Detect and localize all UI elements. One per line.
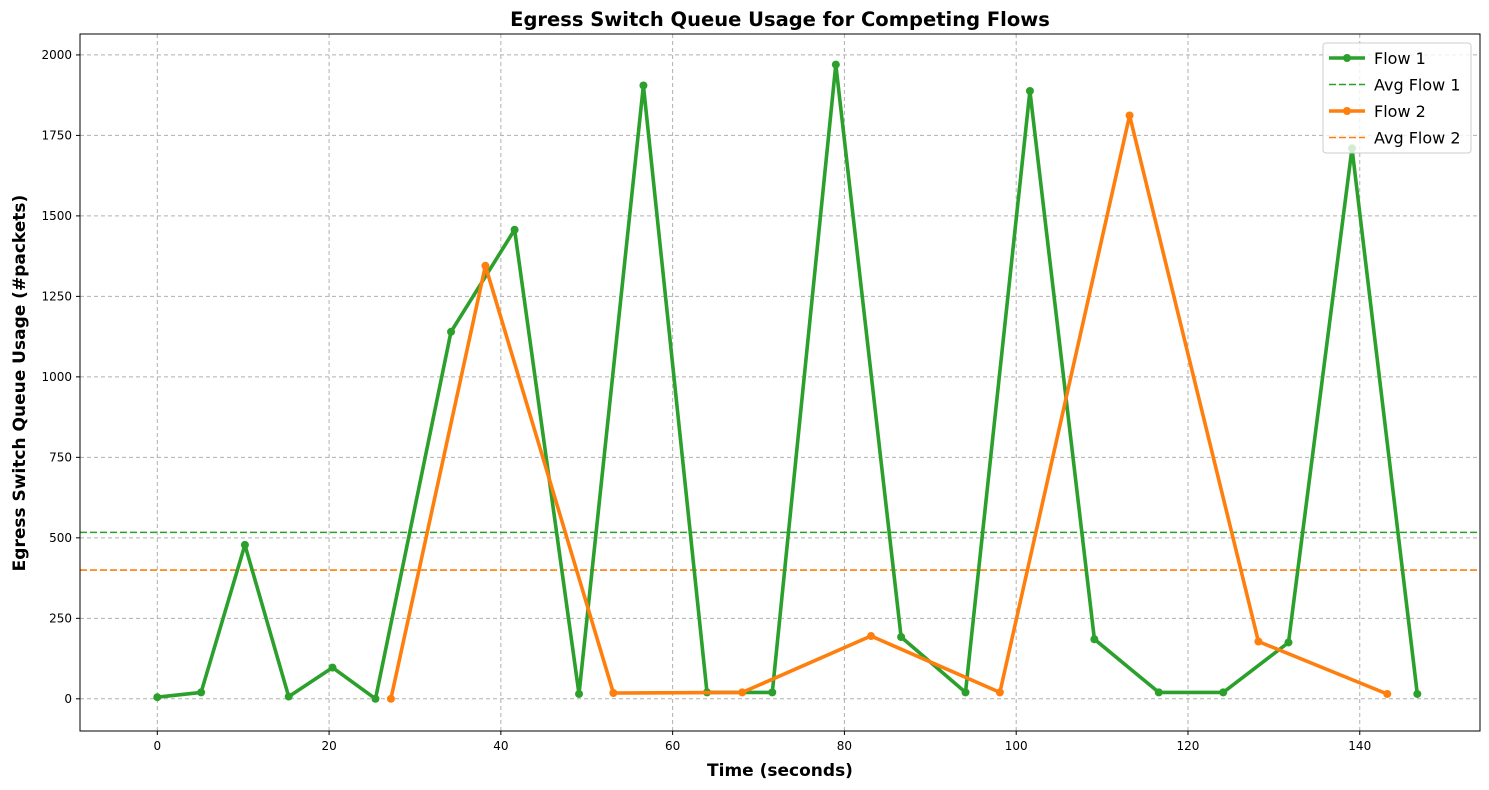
data-point: [831, 60, 840, 69]
data-point: [1025, 86, 1034, 95]
data-point: [768, 688, 777, 697]
legend: Flow 1 Avg Flow 1 Flow 2 Avg Flow 2: [1322, 42, 1472, 154]
legend-label: Flow 2: [1374, 102, 1426, 121]
average-lines: [80, 531, 1480, 571]
plot-frame: [79, 33, 1481, 732]
legend-entry: Avg Flow 2: [1329, 129, 1461, 148]
data-point: [386, 694, 395, 703]
legend-box: [1322, 42, 1472, 154]
legend-marker: [1343, 107, 1351, 115]
y-tick-label: 1250: [41, 289, 72, 303]
data-point: [867, 632, 876, 641]
y-tick-label: 1500: [41, 209, 72, 223]
legend-entry: Avg Flow 1: [1329, 76, 1461, 95]
legend-label: Avg Flow 2: [1374, 129, 1461, 148]
data-point: [1254, 637, 1263, 646]
data-point: [371, 694, 380, 703]
legend-label: Avg Flow 1: [1374, 76, 1461, 95]
x-tick-label: 140: [1348, 739, 1371, 753]
data-point: [1090, 635, 1099, 644]
data-point: [995, 688, 1004, 697]
legend-entry: Flow 2: [1329, 102, 1426, 121]
legend-entry: Flow 1: [1329, 49, 1426, 68]
data-point: [153, 693, 162, 702]
data-point: [1284, 638, 1293, 647]
data-point: [1219, 688, 1228, 697]
chart-title: Egress Switch Queue Usage for Competing …: [510, 8, 1050, 31]
y-tick-label: 500: [49, 531, 72, 545]
y-tick-label: 250: [49, 611, 72, 625]
x-axis: 0 20 40 60 80 100 120 140: [153, 731, 1371, 753]
x-tick-label: 20: [321, 739, 336, 753]
data-point: [639, 81, 648, 90]
series-2: [386, 111, 1392, 703]
x-tick-label: 100: [1005, 739, 1028, 753]
x-tick-label: 120: [1177, 739, 1200, 753]
data-point: [1413, 689, 1422, 698]
data-point: [575, 689, 584, 698]
data-point: [609, 689, 618, 698]
legend-marker: [1343, 54, 1351, 62]
data-point: [897, 632, 906, 641]
y-tick-label: 750: [49, 450, 72, 464]
y-axis: 0 250 500 750 1000 1250 1500 1750 2000: [41, 48, 80, 706]
series-layer: [153, 60, 1422, 703]
data-point: [481, 261, 490, 270]
data-point: [447, 327, 456, 336]
data-point: [1383, 689, 1392, 698]
legend-label: Flow 1: [1374, 49, 1426, 68]
x-tick-label: 0: [153, 739, 161, 753]
data-point: [197, 688, 206, 697]
series-line: [157, 62, 1420, 701]
series-1: [153, 60, 1422, 703]
data-point: [510, 225, 519, 234]
data-point: [284, 692, 293, 701]
y-axis-label: Egress Switch Queue Usage (#packets): [10, 195, 30, 572]
y-tick-label: 1000: [41, 370, 72, 384]
x-tick-label: 60: [665, 739, 680, 753]
y-tick-label: 2000: [41, 48, 72, 62]
data-point: [1154, 688, 1163, 697]
data-point: [1125, 111, 1134, 120]
data-point: [240, 540, 249, 549]
x-tick-label: 40: [493, 739, 508, 753]
y-tick-label: 1750: [41, 128, 72, 142]
data-point: [961, 688, 970, 697]
data-point: [328, 663, 337, 672]
data-point: [738, 688, 747, 697]
x-axis-label: Time (seconds): [707, 761, 853, 781]
y-tick-label: 0: [64, 692, 72, 706]
x-tick-label: 80: [837, 739, 852, 753]
